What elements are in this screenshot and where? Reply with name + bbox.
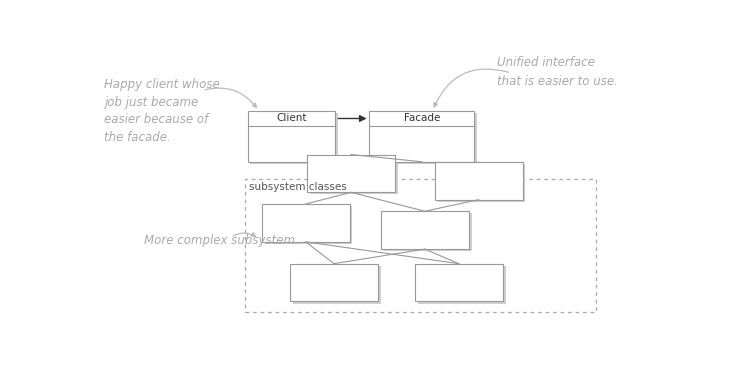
Bar <box>290 264 378 302</box>
Bar <box>381 211 468 249</box>
Text: Client: Client <box>276 113 307 124</box>
Bar <box>384 213 471 251</box>
Text: Unified interface: Unified interface <box>497 56 595 69</box>
Text: More complex subsystem.: More complex subsystem. <box>143 234 299 247</box>
Text: the facade.: the facade. <box>104 130 171 144</box>
Bar <box>418 266 506 304</box>
Text: subsystem classes: subsystem classes <box>249 181 347 192</box>
Text: that is easier to use.: that is easier to use. <box>497 75 618 88</box>
Text: job just became: job just became <box>104 96 198 108</box>
Text: easier because of: easier because of <box>104 113 208 126</box>
Bar <box>264 206 353 244</box>
Bar <box>373 113 477 164</box>
Text: Facade: Facade <box>404 113 440 124</box>
Bar <box>370 111 474 162</box>
Bar <box>310 156 398 194</box>
Text: Happy client whose: Happy client whose <box>104 78 220 91</box>
Bar <box>244 179 597 312</box>
Bar <box>293 266 381 304</box>
Bar <box>435 162 523 200</box>
Bar <box>250 113 338 164</box>
Bar <box>247 111 335 162</box>
Bar <box>307 155 395 192</box>
Bar <box>262 204 350 242</box>
Bar <box>415 264 503 302</box>
Bar <box>438 164 526 201</box>
